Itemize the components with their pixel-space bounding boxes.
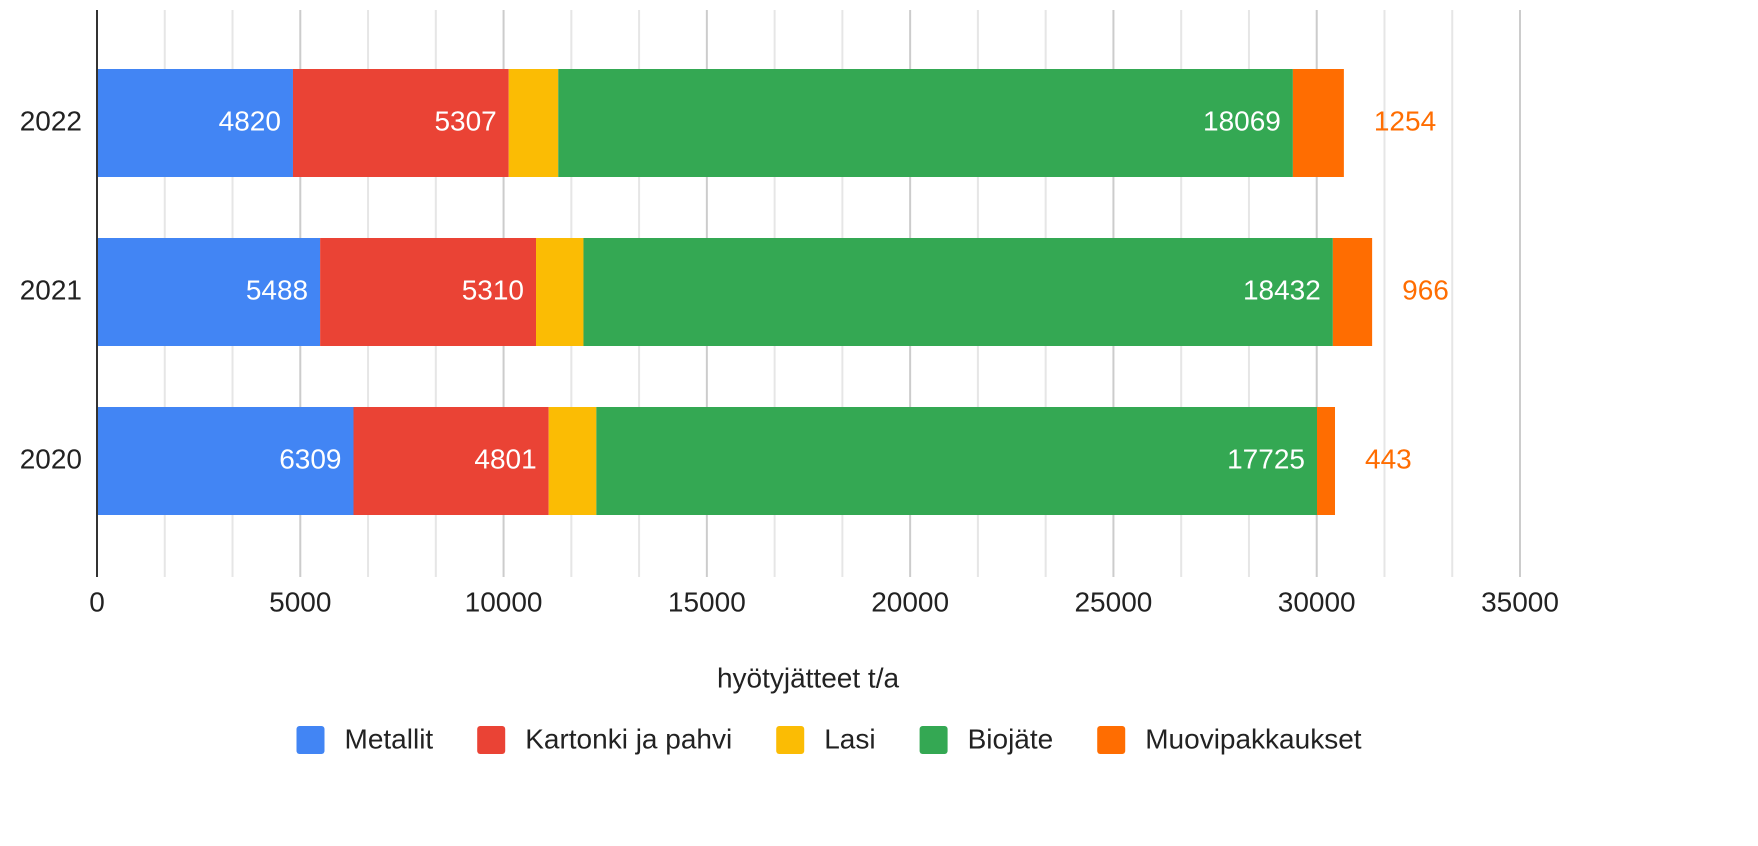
data-label: 966 (1402, 274, 1449, 305)
data-label: 17725 (1227, 443, 1305, 474)
bar-segment (508, 69, 559, 177)
x-tick-label: 25000 (1074, 586, 1152, 617)
y-tick-label: 2020 (20, 443, 82, 474)
legend-label: Kartonki ja pahvi (525, 723, 732, 754)
bar-segment (353, 407, 549, 515)
bar-segment (1332, 238, 1373, 346)
bar-segment (558, 69, 1293, 177)
y-tick-label: 2022 (20, 105, 82, 136)
legend-swatch (776, 726, 805, 754)
y-tick-label: 2021 (20, 274, 82, 305)
legend-swatch (296, 726, 325, 754)
data-label: 5310 (462, 274, 524, 305)
x-tick-label: 20000 (871, 586, 949, 617)
x-tick-label: 0 (89, 586, 105, 617)
x-tick-label: 15000 (668, 586, 746, 617)
bar-segment (97, 238, 321, 346)
data-label: 6309 (279, 443, 341, 474)
bar-segment (320, 238, 537, 346)
x-tick-label: 35000 (1481, 586, 1559, 617)
data-label: 18432 (1243, 274, 1321, 305)
data-label: 4801 (474, 443, 536, 474)
legend-swatch (919, 726, 948, 754)
bar-segment (536, 238, 584, 346)
bar-segment (292, 69, 509, 177)
legend-swatch (1097, 726, 1126, 754)
x-tick-label: 10000 (465, 586, 543, 617)
legend-label: Muovipakkaukset (1145, 723, 1362, 754)
x-tick-label: 5000 (269, 586, 331, 617)
x-tick-label: 30000 (1278, 586, 1356, 617)
data-label: 1254 (1374, 105, 1436, 136)
bar-segment (596, 407, 1317, 515)
x-axis-title: hyötyjätteet t/a (717, 662, 900, 693)
bar-segment (1316, 407, 1336, 515)
data-label: 5488 (246, 274, 308, 305)
bar-segment (1292, 69, 1344, 177)
data-label: 5307 (434, 105, 496, 136)
legend-label: Lasi (824, 723, 875, 754)
bar-segment (97, 69, 293, 177)
legend-swatch (477, 726, 506, 754)
bar-segment (97, 407, 354, 515)
legend-label: Biojäte (968, 723, 1054, 754)
data-label: 4820 (219, 105, 281, 136)
data-label: 18069 (1203, 105, 1281, 136)
data-label: 443 (1365, 443, 1412, 474)
legend-label: Metallit (345, 723, 434, 754)
bar-segment (583, 238, 1333, 346)
bar-segment (548, 407, 597, 515)
